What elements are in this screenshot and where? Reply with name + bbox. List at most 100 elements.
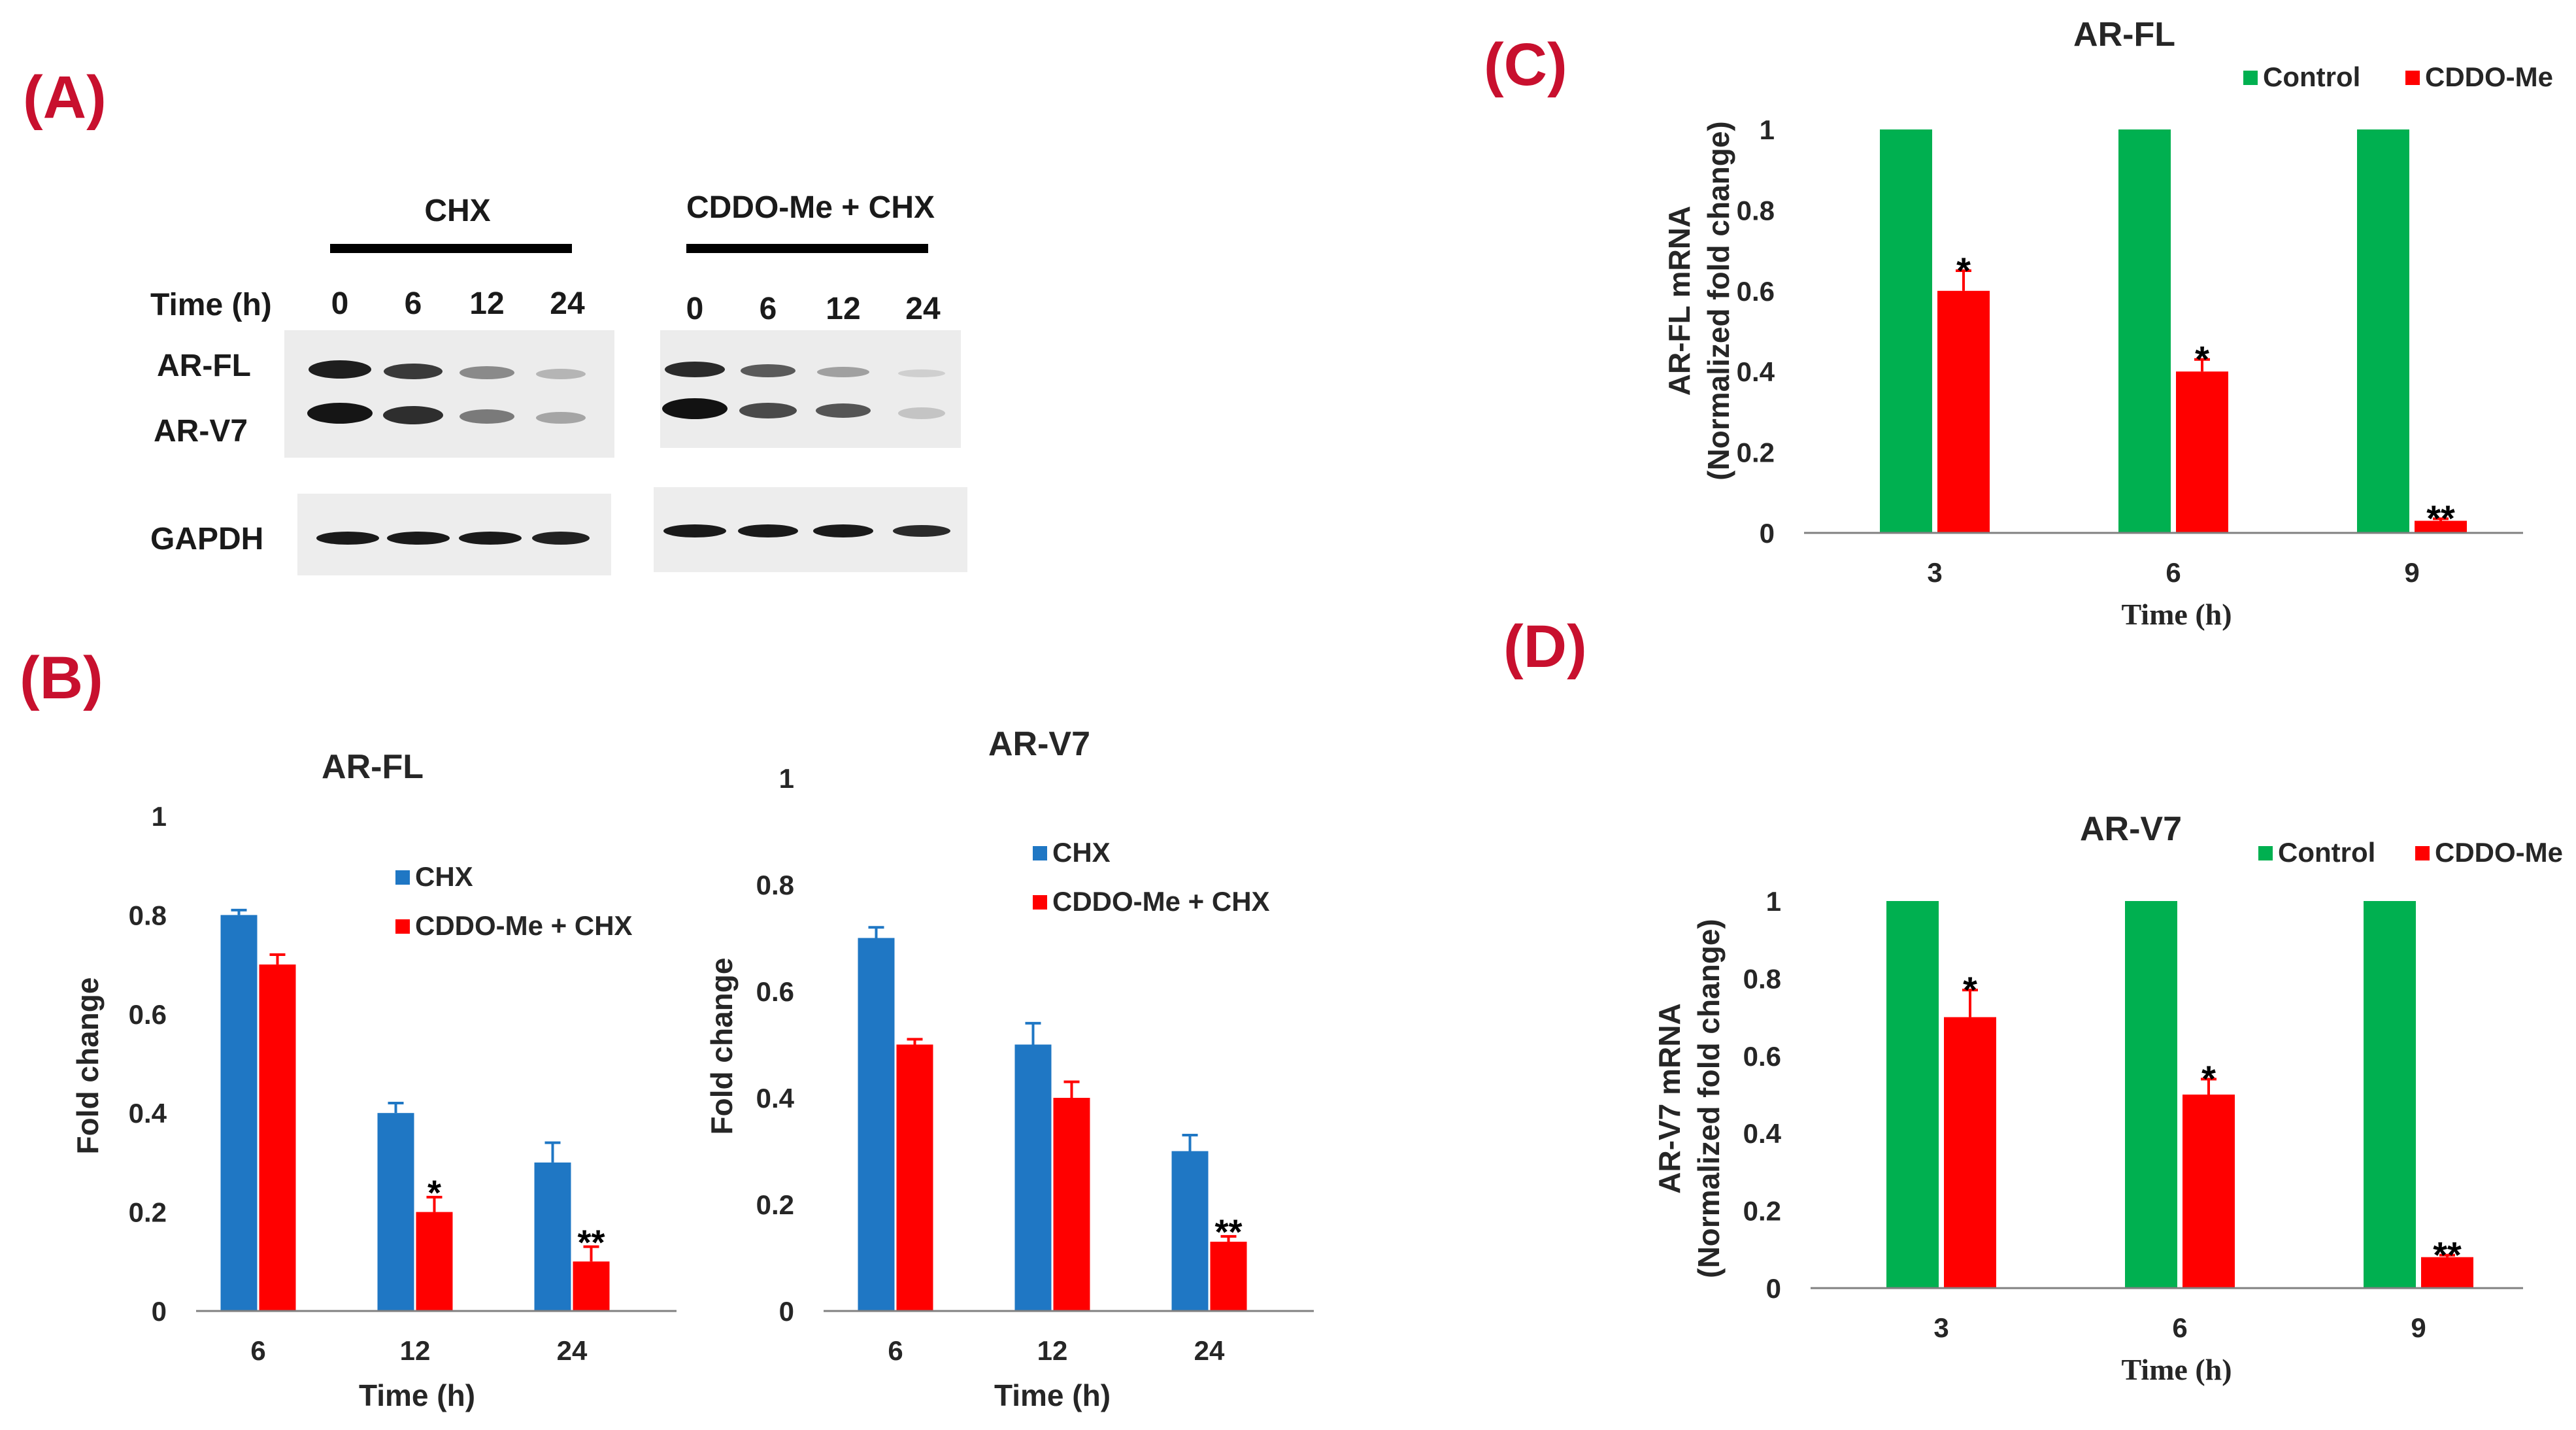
blot-band (813, 524, 873, 537)
significance-marker: * (2201, 1058, 2216, 1099)
blot-time-4: 24 (550, 286, 585, 321)
bar-chx (1171, 1151, 1209, 1311)
chart-title: AR-V7 (988, 725, 1090, 763)
legend-swatch (2243, 71, 2258, 85)
y-tick-label: 0 (152, 1296, 167, 1327)
y-tick-label: 0.8 (756, 870, 794, 900)
bar-chx (377, 1113, 414, 1311)
y-axis-label: AR-FL mRNA (1662, 206, 1696, 396)
y-tick-label: 0.6 (1743, 1041, 1781, 1072)
blot-membrane-1 (284, 330, 614, 458)
y-tick-label: 0 (1766, 1273, 1781, 1304)
blot-time-5: 0 (686, 292, 704, 326)
bar-cddo-me (1944, 1017, 1996, 1288)
blot-band (307, 403, 373, 424)
bar-cddo-me (2421, 1257, 2473, 1288)
significance-marker: * (2195, 338, 2209, 379)
x-tick-label: 9 (2411, 1312, 2426, 1343)
x-axis-label: Time (h) (994, 1378, 1111, 1412)
blot-band (817, 367, 869, 377)
band-label-ar-v7: AR-V7 (154, 414, 248, 449)
significance-marker: ** (1214, 1213, 1242, 1252)
y-tick-label: 0.2 (1737, 437, 1775, 468)
blot-band (741, 364, 795, 377)
y-tick-label: 0.2 (756, 1189, 794, 1220)
y-tick-label: 0.8 (129, 900, 167, 930)
bar-chx (220, 915, 258, 1311)
blot-group1-bar (330, 244, 572, 253)
y-tick-label: 0.4 (129, 1098, 167, 1129)
legend-label: Control (2263, 61, 2360, 92)
y-tick-label: 1 (152, 801, 167, 832)
significance-marker: ** (577, 1223, 605, 1262)
significance-marker: * (1963, 969, 1977, 1010)
chart-title: AR-FL (322, 748, 424, 786)
blot-band (663, 524, 726, 537)
x-tick-label: 24 (557, 1335, 588, 1366)
blot-band (387, 532, 450, 545)
blot-band (662, 398, 728, 419)
bar-cddo-me (1937, 290, 1990, 533)
panel-label-c: (C) (1484, 31, 1567, 98)
legend-swatch (2405, 71, 2420, 85)
significance-marker: * (1956, 250, 1971, 291)
legend-swatch (395, 919, 410, 934)
blot-band (893, 525, 950, 537)
bar-chx (858, 938, 895, 1311)
legend-label: CDDO-Me + CHX (415, 910, 633, 941)
western-blot: CHX CDDO-Me + CHX Time (h) 0 6 12 24 0 6… (150, 190, 967, 575)
blot-band (898, 369, 945, 377)
legend-label: CDDO-Me (2435, 837, 2563, 868)
bar-control (2118, 129, 2171, 533)
bar-cddo-me-chx (1210, 1242, 1247, 1311)
y-tick-label: 0 (779, 1296, 794, 1327)
chart-title: AR-V7 (2080, 810, 2182, 848)
blot-time-label: Time (h) (150, 288, 272, 322)
panel-label-d: (D) (1503, 613, 1587, 680)
blot-band (459, 532, 522, 545)
y-tick-label: 0.4 (1737, 356, 1775, 387)
bar-cddo-me (2415, 520, 2467, 533)
blot-band (738, 524, 798, 537)
legend-label: CDDO-Me + CHX (1052, 886, 1270, 917)
y-tick-label: 0 (1760, 518, 1775, 549)
bar-chx (534, 1162, 571, 1311)
legend-label: CHX (1052, 837, 1111, 868)
blot-band (665, 362, 725, 377)
legend-label: Control (2278, 837, 2375, 868)
blot-band (384, 364, 443, 379)
y-tick-label: 0.4 (1743, 1118, 1782, 1149)
blot-time-3: 12 (469, 286, 504, 321)
y-tick-label: 0.8 (1743, 963, 1781, 994)
y-axis-label: Fold change (71, 978, 105, 1155)
y-axis-label-secondary: (Normalized fold change) (1692, 919, 1726, 1278)
panel-label-a: (A) (23, 64, 107, 131)
x-tick-label: 3 (1927, 557, 1942, 588)
bar-control (2357, 129, 2409, 533)
x-tick-label: 12 (400, 1335, 431, 1366)
blot-time-1: 0 (331, 286, 349, 321)
blot-time-6: 6 (760, 292, 777, 326)
blot-band (536, 412, 586, 424)
x-tick-label: 12 (1037, 1335, 1068, 1366)
bar-cddo-me-chx (1053, 1098, 1090, 1311)
x-tick-label: 6 (250, 1335, 265, 1366)
blot-group2-bar (686, 244, 928, 253)
blot-group1-label: CHX (424, 194, 490, 228)
y-tick-label: 1 (779, 763, 794, 794)
blot-band (309, 360, 371, 379)
x-axis-label: Time (h) (2121, 1353, 2232, 1386)
x-axis-label: Time (h) (2121, 598, 2232, 631)
blot-band (460, 366, 514, 379)
x-tick-label: 3 (1933, 1312, 1949, 1343)
y-tick-label: 0.2 (1743, 1196, 1781, 1227)
bar-control (2364, 901, 2416, 1288)
y-axis-label-secondary: (Normalized fold change) (1701, 121, 1735, 480)
significance-marker: ** (2433, 1234, 2462, 1275)
x-axis-label: Time (h) (359, 1378, 475, 1412)
x-tick-label: 6 (888, 1335, 903, 1366)
bar-cddo-me (2183, 1095, 2235, 1288)
y-tick-label: 1 (1760, 114, 1775, 145)
